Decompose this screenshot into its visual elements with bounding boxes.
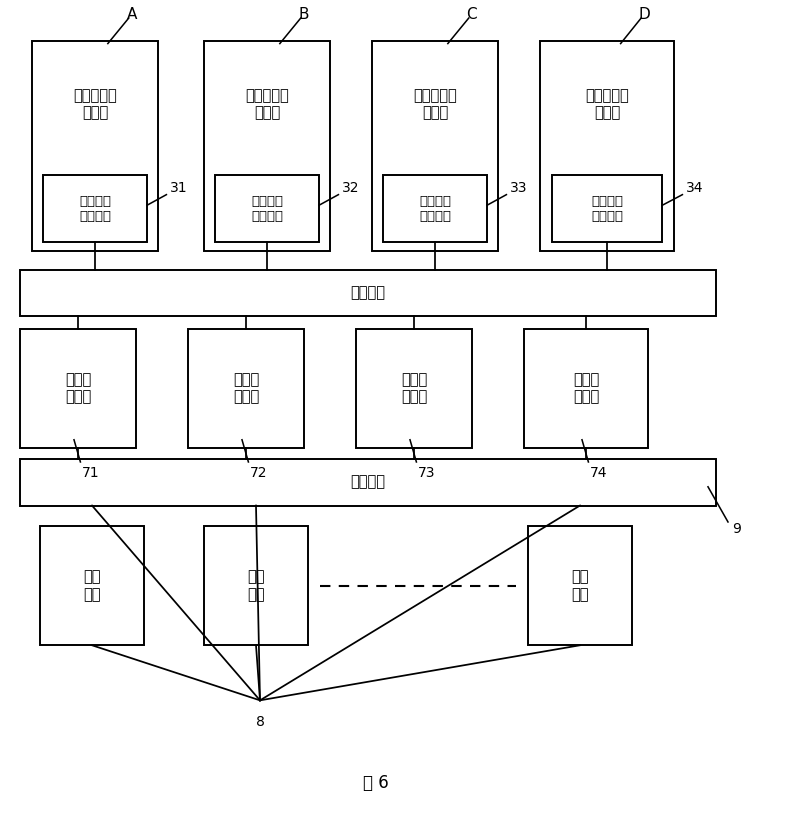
Text: 移动
终端: 移动 终端 [571,570,589,602]
Text: 检票提醒服
务设备: 检票提醒服 务设备 [246,88,289,120]
Text: 检票提醒服
务设备: 检票提醒服 务设备 [74,88,117,120]
Bar [188,329,304,448]
Bar [215,175,319,242]
Text: 检票系统
接口模块: 检票系统 接口模块 [79,195,111,223]
Bar [524,329,648,448]
Bar [552,175,662,242]
Bar [20,459,716,506]
Text: 检票系统
接口模块: 检票系统 接口模块 [591,195,623,223]
Text: 72: 72 [250,466,267,480]
Text: 74: 74 [590,466,607,480]
Bar [40,526,144,645]
Bar [20,270,716,316]
Bar [356,329,472,448]
Bar [204,41,330,251]
Text: 34: 34 [686,181,704,195]
Text: 33: 33 [510,181,528,195]
Text: B: B [298,7,309,22]
Text: 检票系
统模块: 检票系 统模块 [233,372,259,404]
Text: 图 6: 图 6 [363,774,389,792]
Text: 32: 32 [342,181,360,195]
Text: 通信网络: 通信网络 [350,474,386,490]
Text: 检票系
统模块: 检票系 统模块 [573,372,599,404]
Text: 31: 31 [170,181,188,195]
Text: A: A [126,7,137,22]
Text: 检票系
统模块: 检票系 统模块 [65,372,91,404]
Text: 移动
终端: 移动 终端 [247,570,265,602]
Text: C: C [466,7,478,22]
Bar [383,175,487,242]
Bar [372,41,498,251]
Text: 9: 9 [732,521,741,536]
Text: 移动
终端: 移动 终端 [83,570,101,602]
Bar [528,526,632,645]
Text: 8: 8 [255,715,265,729]
Bar [540,41,674,251]
Text: 检票系统
接口模块: 检票系统 接口模块 [419,195,451,223]
Text: 通信网络: 通信网络 [350,285,386,301]
Bar [20,329,136,448]
Text: 73: 73 [418,466,435,480]
Bar [32,41,158,251]
Text: 检票系统
接口模块: 检票系统 接口模块 [251,195,283,223]
Text: 71: 71 [82,466,100,480]
Bar [204,526,308,645]
Text: D: D [638,7,650,22]
Text: 检票系
统模块: 检票系 统模块 [401,372,427,404]
Bar [43,175,147,242]
Text: 检票提醒服
务设备: 检票提醒服 务设备 [414,88,457,120]
Text: 检票提醒服
务设备: 检票提醒服 务设备 [586,88,629,120]
